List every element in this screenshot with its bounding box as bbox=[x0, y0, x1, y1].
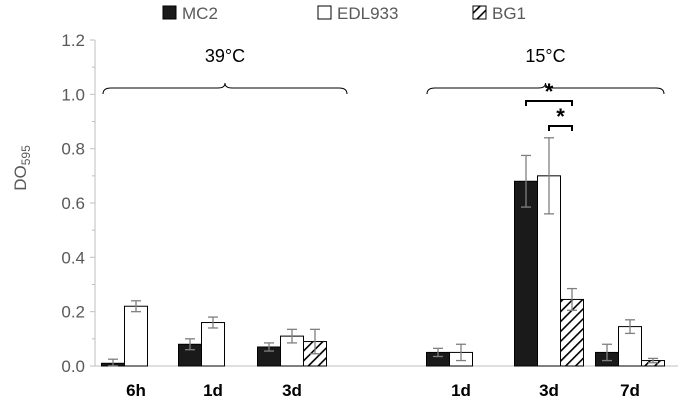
significance-markers: ** bbox=[525, 79, 573, 131]
legend-label-edl933: EDL933 bbox=[337, 4, 398, 23]
significance-bracket bbox=[525, 100, 573, 106]
y-axis-label-subscript: 595 bbox=[19, 145, 33, 165]
y-tick-label: 1.0 bbox=[61, 85, 85, 104]
x-tick-label: 7d bbox=[620, 381, 640, 400]
y-axis-label: DO595 bbox=[11, 145, 33, 191]
bar-mc2-3d bbox=[514, 180, 538, 367]
legend-label-bg1: BG1 bbox=[492, 4, 526, 23]
y-tick-label: 0.8 bbox=[61, 140, 85, 159]
x-tick-label: 6h bbox=[126, 381, 146, 400]
group-brace bbox=[102, 82, 348, 95]
error-bars bbox=[108, 137, 658, 367]
bar-edl933-1d bbox=[201, 322, 225, 367]
significance-star: * bbox=[556, 104, 565, 129]
bar-edl933-6h bbox=[124, 305, 148, 367]
group-label: 39°C bbox=[205, 46, 245, 66]
x-tick-label: 3d bbox=[539, 381, 559, 400]
legend-label-mc2: MC2 bbox=[182, 4, 218, 23]
y-axis-label-main: DO bbox=[11, 165, 30, 191]
significance-star: * bbox=[545, 79, 554, 104]
y-axis: 0.0 0.2 0.4 0.6 0.8 1.0 1.2 bbox=[61, 31, 96, 376]
temperature-groups: 39°C 15°C bbox=[102, 46, 665, 95]
y-tick-label: 0.4 bbox=[61, 248, 85, 267]
x-tick-label: 1d bbox=[451, 381, 471, 400]
x-axis: 6h 1d 3d 1d 3d 7d bbox=[95, 365, 678, 400]
x-tick-label: 1d bbox=[203, 381, 223, 400]
legend: MC2 EDL933 BG1 bbox=[162, 4, 526, 23]
significance-bracket bbox=[548, 125, 573, 131]
svg-text:DO595: DO595 bbox=[11, 145, 33, 191]
legend-swatch-mc2 bbox=[162, 5, 177, 20]
y-tick-label: 0.0 bbox=[61, 357, 85, 376]
legend-swatch-bg1 bbox=[472, 5, 487, 20]
group-label: 15°C bbox=[525, 46, 565, 66]
y-tick-label: 1.2 bbox=[61, 31, 85, 50]
y-tick-label: 0.6 bbox=[61, 194, 85, 213]
group-brace bbox=[426, 82, 665, 95]
x-tick-label: 3d bbox=[282, 381, 302, 400]
y-tick-label: 0.2 bbox=[61, 303, 85, 322]
bars bbox=[101, 175, 665, 367]
legend-swatch-edl933 bbox=[317, 5, 332, 20]
